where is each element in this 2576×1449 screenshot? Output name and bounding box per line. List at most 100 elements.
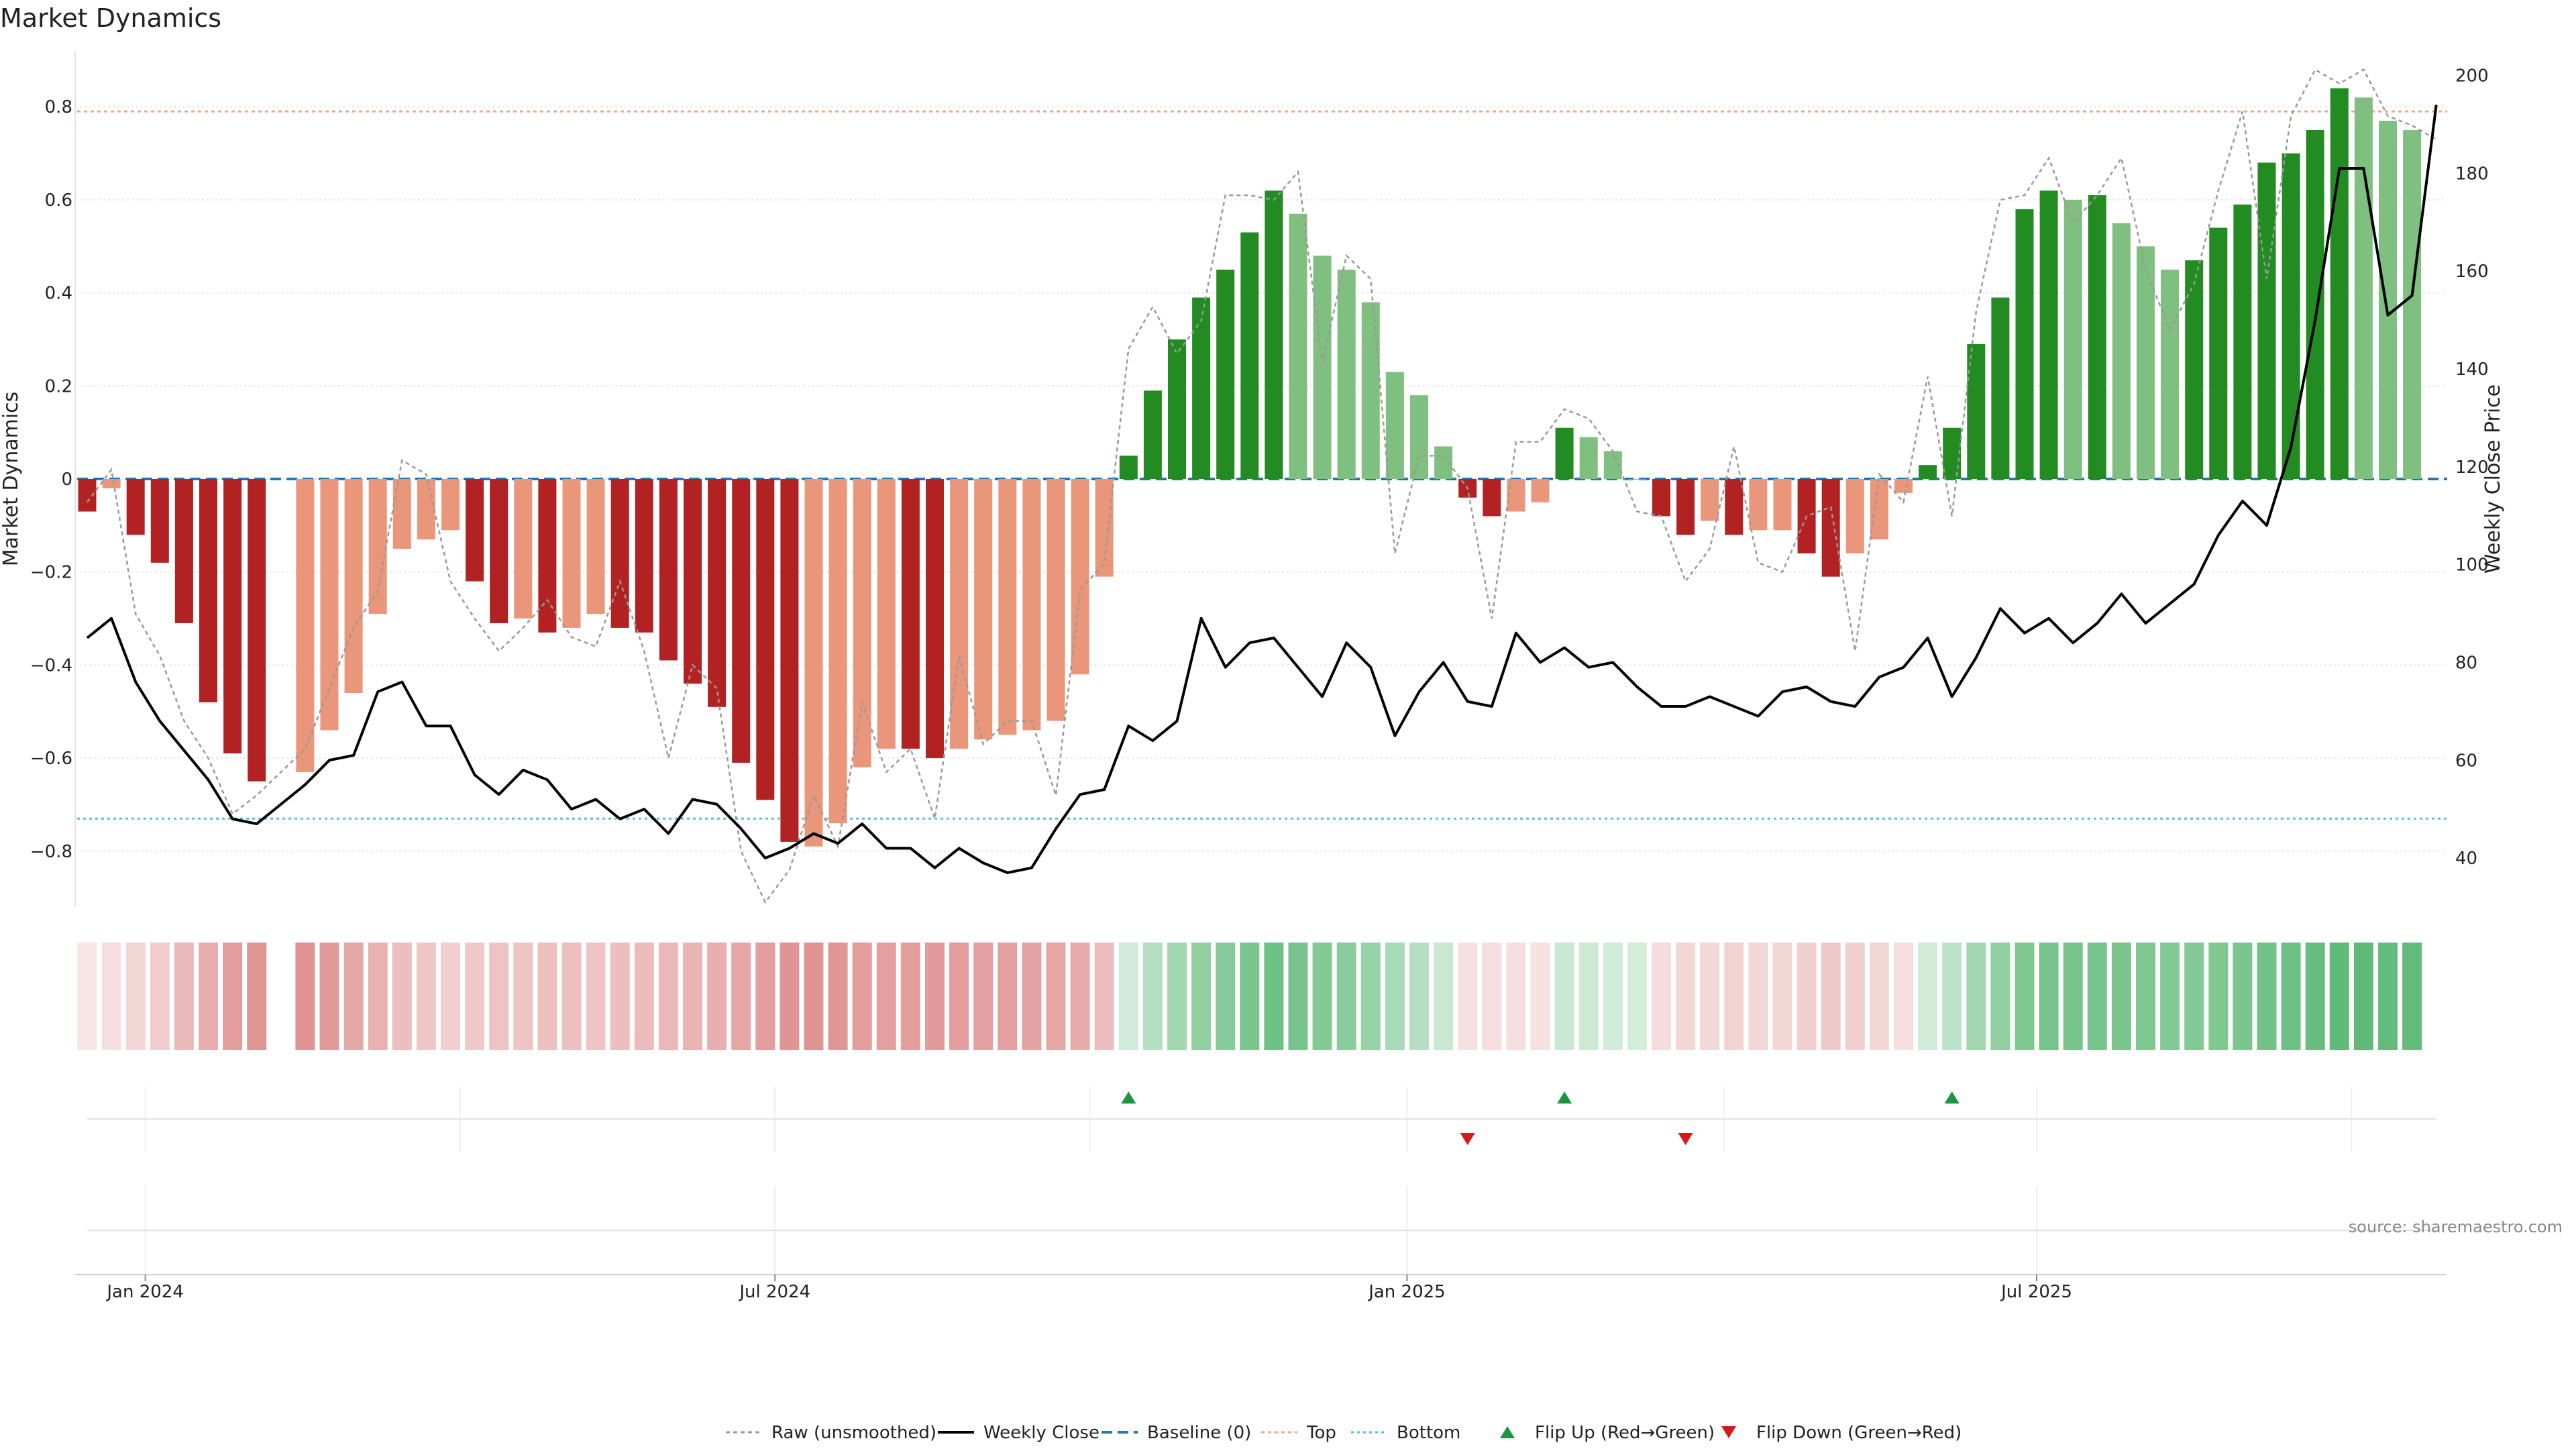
y2-tick-label: 120 xyxy=(2455,458,2489,478)
heat-cell xyxy=(755,943,775,1050)
dynamics-bar xyxy=(1845,479,1864,553)
heat-cell xyxy=(1142,943,1163,1050)
heat-cell xyxy=(658,943,678,1050)
dynamics-bar xyxy=(901,479,920,749)
dynamics-bar xyxy=(2354,97,2373,479)
heat-cell xyxy=(900,943,920,1050)
dynamics-bar xyxy=(2063,199,2082,479)
dynamics-bar xyxy=(1773,479,1792,531)
legend-label: Flip Up (Red→Green) xyxy=(1535,1423,1715,1443)
flip-down-marker xyxy=(1460,1133,1475,1145)
y-axis-label: Market Dynamics xyxy=(0,392,23,567)
dynamics-bar xyxy=(2137,246,2155,479)
chart-title: Market Dynamics xyxy=(0,3,221,33)
heat-cell xyxy=(1724,943,1744,1050)
legend-label: Flip Down (Green→Red) xyxy=(1756,1423,1962,1443)
dynamics-bar xyxy=(1725,479,1743,535)
heat-cell xyxy=(2136,943,2155,1050)
dynamics-bar xyxy=(1022,479,1041,731)
dynamics-bar xyxy=(1943,427,1962,479)
heat-cell xyxy=(1167,943,1187,1050)
dynamics-bar xyxy=(2015,209,2034,479)
heat-cell xyxy=(368,943,388,1050)
raw-line xyxy=(86,68,2437,904)
dynamics-bar xyxy=(1967,343,1986,479)
dynamics-bar xyxy=(150,479,169,563)
dynamics-bar xyxy=(1749,479,1768,531)
dynamics-bar xyxy=(2257,162,2276,479)
dynamics-bar xyxy=(1289,213,1307,479)
y-tick-label: 0.4 xyxy=(45,284,72,304)
heat-cell xyxy=(1191,943,1212,1050)
dynamics-bar xyxy=(1676,479,1695,535)
heat-cell xyxy=(876,943,896,1050)
heat-cell xyxy=(247,943,267,1050)
dynamics-bar xyxy=(441,479,460,531)
legend-item-flipdown: Flip Down (Green→Red) xyxy=(1721,1423,1962,1443)
y2-axis-label: Weekly Close Price xyxy=(2481,384,2505,574)
x-tick-label: Jul 2025 xyxy=(2000,1282,2072,1302)
heat-cell xyxy=(852,943,872,1050)
dynamics-bar xyxy=(296,479,315,772)
dynamics-bar xyxy=(392,479,411,549)
dynamics-bar xyxy=(538,479,557,633)
heat-cell xyxy=(1918,943,1938,1050)
dynamics-bar xyxy=(1265,191,1283,479)
heat-cell xyxy=(2281,943,2301,1050)
dynamics-bar xyxy=(756,479,775,800)
dynamics-bar xyxy=(1483,479,1501,517)
dynamics-bar xyxy=(1119,455,1138,479)
dynamics-bar xyxy=(1095,479,1114,577)
heat-cell xyxy=(1385,943,1405,1050)
heat-cell xyxy=(2184,943,2204,1050)
heat-cell xyxy=(2160,943,2180,1050)
dynamics-bar xyxy=(368,479,387,614)
heat-cell xyxy=(441,943,460,1050)
dynamics-bar xyxy=(1821,479,1840,577)
heat-cell xyxy=(1700,943,1720,1050)
dynamics-bar xyxy=(2306,129,2324,480)
y2-tick-label: 40 xyxy=(2455,849,2477,869)
heat-cell xyxy=(2087,943,2107,1050)
y2-tick-label: 60 xyxy=(2455,751,2477,771)
dynamics-bar xyxy=(2039,191,2058,479)
heat-cell xyxy=(2257,943,2277,1050)
dynamics-bar xyxy=(344,479,363,693)
dynamics-bar xyxy=(1361,302,1380,479)
legend: Raw (unsmoothed) Weekly Close Baseline (0)… xyxy=(726,1423,1962,1443)
heat-cell xyxy=(634,943,654,1050)
dynamics-bar xyxy=(466,479,484,582)
heat-cell xyxy=(973,943,994,1050)
heat-cell xyxy=(707,943,727,1050)
flip-down-marker xyxy=(1678,1133,1693,1145)
flip-up-marker xyxy=(1121,1091,1136,1104)
heat-cell xyxy=(2402,943,2422,1050)
heat-cell xyxy=(1748,943,1768,1050)
heat-cell xyxy=(586,943,606,1050)
heat-cell xyxy=(2329,943,2349,1050)
dynamics-bar xyxy=(102,479,121,488)
heat-cell xyxy=(683,943,702,1050)
dynamics-bar xyxy=(1216,269,1235,479)
heat-cell xyxy=(1554,943,1574,1050)
y-axis-left: 0.8 0.6 0.4 0.2 0 −0.2 −0.4 −0.6 −0.8 xyxy=(30,97,72,862)
raw-series xyxy=(86,68,2437,904)
y2-tick-label: 100 xyxy=(2455,555,2489,576)
heat-cell xyxy=(392,943,412,1050)
y-tick-label: 0 xyxy=(61,470,72,490)
dynamics-bar xyxy=(1652,479,1670,517)
heat-cell xyxy=(77,943,97,1050)
heat-cell xyxy=(1506,943,1526,1050)
flip-up-marker xyxy=(1557,1091,1572,1104)
heat-cell xyxy=(1894,943,1913,1050)
heat-cell xyxy=(949,943,969,1050)
heat-cell xyxy=(2063,943,2083,1050)
flip-markers-panel xyxy=(87,1087,2436,1152)
legend-item-top: Top xyxy=(1261,1423,1336,1443)
y-tick-label: −0.4 xyxy=(30,655,72,676)
heat-cell xyxy=(780,943,800,1050)
heat-cell xyxy=(925,943,945,1050)
x-axis: Jan 2024 Jul 2024 Jan 2025 Jul 2025 xyxy=(75,1274,2446,1302)
heat-cell xyxy=(1603,943,1623,1050)
heat-cell xyxy=(1336,943,1356,1050)
